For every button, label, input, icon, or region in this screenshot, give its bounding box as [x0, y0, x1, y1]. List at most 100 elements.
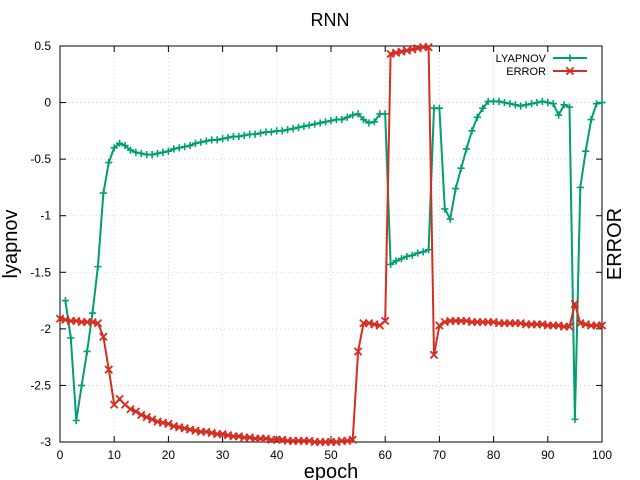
- data-point-error: [565, 322, 574, 331]
- y-tick-label: -2: [40, 322, 51, 336]
- data-point-lyapnov: [387, 260, 395, 268]
- data-point-error: [137, 410, 146, 420]
- x-tick-label: 0: [57, 448, 64, 462]
- data-point-lyapnov: [343, 113, 351, 121]
- data-point-lyapnov: [116, 139, 124, 147]
- x-tick-label: 100: [592, 448, 612, 462]
- data-point-error: [142, 412, 151, 422]
- legend-marker-lyapnov: [566, 54, 574, 62]
- data-point-lyapnov: [67, 334, 75, 342]
- data-point-lyapnov: [284, 126, 292, 134]
- data-point-lyapnov: [240, 131, 248, 139]
- y-tick-label: 0: [44, 96, 51, 110]
- data-point-lyapnov: [126, 146, 135, 154]
- y-tick-label: -1: [40, 209, 51, 223]
- data-point-error: [429, 350, 439, 360]
- data-point-lyapnov: [533, 98, 541, 107]
- data-point-lyapnov: [224, 134, 232, 142]
- x-axis-title: epoch: [304, 461, 359, 480]
- data-point-lyapnov: [392, 257, 400, 265]
- data-point-lyapnov: [565, 103, 574, 111]
- x-axis: 0 10 20 30 40 50 60 70 80 90 100: [57, 46, 612, 462]
- data-point-error: [131, 407, 141, 416]
- data-point-lyapnov: [592, 100, 601, 108]
- data-point-lyapnov: [170, 145, 178, 153]
- data-point-lyapnov: [452, 184, 460, 193]
- x-tick-label: 50: [324, 448, 338, 462]
- data-point-lyapnov: [294, 123, 303, 132]
- data-point-error: [348, 435, 357, 444]
- x-tick-label: 60: [379, 448, 393, 462]
- data-point-lyapnov: [278, 127, 286, 135]
- data-point-error: [353, 347, 363, 356]
- data-point-lyapnov: [175, 144, 183, 152]
- data-point-lyapnov: [105, 158, 113, 167]
- x-tick-label: 40: [270, 448, 284, 462]
- data-point-lyapnov: [419, 248, 427, 256]
- data-point-lyapnov: [576, 183, 584, 192]
- data-point-lyapnov: [424, 246, 433, 254]
- data-point-error: [380, 316, 390, 326]
- x-tick-label: 70: [433, 448, 447, 462]
- y-axis: 0.5 0 -0.5 -1 -1.5 -2 -2.5 -3: [30, 39, 602, 449]
- data-point-lyapnov: [517, 102, 525, 110]
- data-point-error: [597, 321, 607, 330]
- x-tick-label: 90: [541, 448, 555, 462]
- data-point-lyapnov: [148, 151, 156, 159]
- data-point-lyapnov: [560, 101, 568, 109]
- y-tick-label: -3: [40, 435, 51, 449]
- data-point-lyapnov: [370, 118, 378, 126]
- data-point-lyapnov: [213, 136, 221, 144]
- data-point-lyapnov: [311, 120, 319, 128]
- data-point-lyapnov: [72, 416, 80, 425]
- data-point-error: [104, 365, 114, 374]
- y-tick-label: 0.5: [34, 39, 51, 53]
- data-point-lyapnov: [365, 119, 373, 127]
- data-point-lyapnov: [446, 215, 454, 223]
- data-point-error: [99, 332, 108, 342]
- series-line-lyapnov: [64, 100, 603, 422]
- data-point-lyapnov: [538, 97, 546, 106]
- y-axis-title: lyapnov: [0, 210, 22, 279]
- data-point-lyapnov: [181, 143, 189, 151]
- data-point-lyapnov: [506, 100, 514, 108]
- data-point-lyapnov: [251, 130, 259, 138]
- x-tick-label: 80: [487, 448, 501, 462]
- data-point-lyapnov: [289, 124, 297, 133]
- data-point-error: [424, 42, 433, 52]
- series-error: [55, 42, 607, 447]
- data-point-lyapnov: [256, 129, 265, 137]
- legend-label-lyapnov: LYAPNOV: [496, 53, 547, 65]
- data-point-lyapnov: [78, 381, 86, 390]
- data-point-lyapnov: [414, 249, 422, 257]
- chart-title: RNN: [311, 10, 350, 30]
- data-point-error: [93, 318, 103, 328]
- data-point-lyapnov: [381, 110, 389, 118]
- data-point-error: [126, 404, 135, 414]
- data-point-lyapnov: [457, 164, 465, 172]
- data-point-lyapnov: [132, 148, 140, 156]
- data-point-lyapnov: [186, 141, 194, 150]
- data-point-lyapnov: [235, 132, 243, 141]
- data-point-lyapnov: [191, 139, 200, 147]
- data-point-lyapnov: [397, 255, 406, 263]
- y2-axis-title: ERROR: [604, 208, 626, 280]
- data-point-lyapnov: [527, 100, 536, 108]
- data-point-lyapnov: [435, 104, 443, 112]
- data-point-lyapnov: [403, 252, 411, 261]
- data-point-lyapnov: [327, 117, 335, 125]
- data-point-lyapnov: [300, 122, 308, 130]
- data-point-lyapnov: [197, 138, 205, 146]
- series-layer: [55, 42, 607, 447]
- data-point-lyapnov: [219, 135, 227, 143]
- data-point-lyapnov: [549, 100, 557, 108]
- data-point-error: [147, 415, 157, 424]
- data-point-lyapnov: [462, 145, 471, 153]
- x-tick-label: 20: [162, 448, 176, 462]
- data-point-lyapnov: [479, 104, 487, 112]
- legend: LYAPNOV ERROR: [496, 53, 587, 78]
- data-point-lyapnov: [121, 141, 129, 150]
- data-point-lyapnov: [267, 128, 275, 136]
- data-point-error: [570, 299, 580, 309]
- data-point-lyapnov: [94, 263, 102, 271]
